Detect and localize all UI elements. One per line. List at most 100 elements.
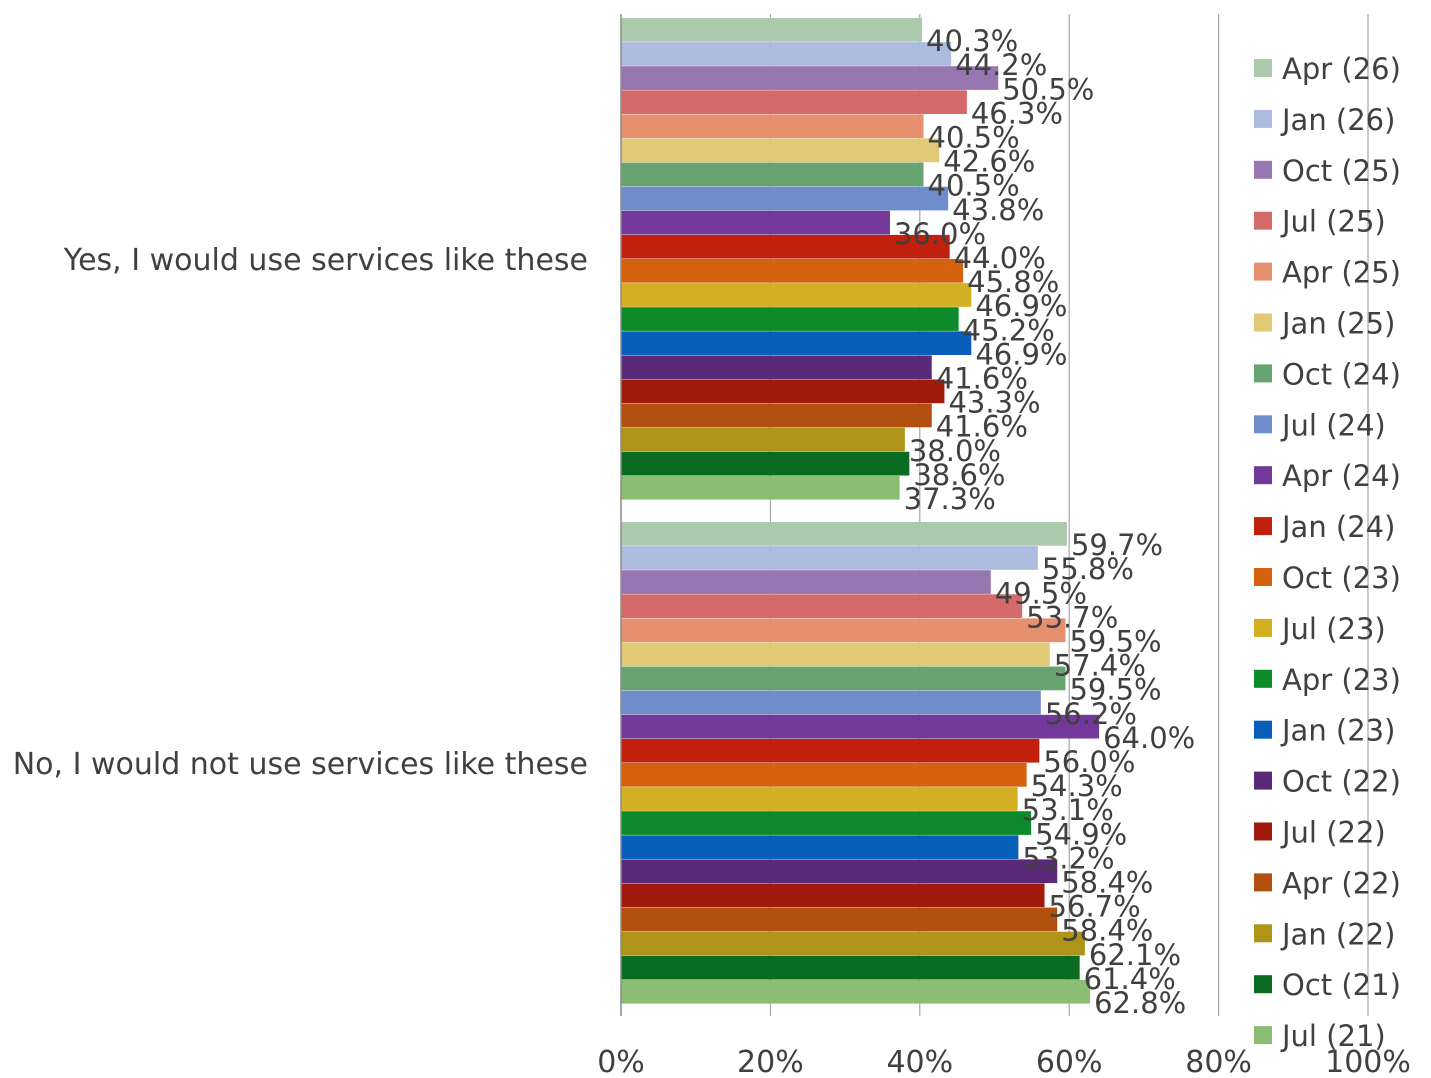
bar-no-8 bbox=[621, 714, 1100, 739]
data-label-no-0: 59.7% bbox=[1071, 528, 1163, 562]
legend-label-17: Jan (22) bbox=[1280, 917, 1395, 951]
bar-yes-16 bbox=[621, 403, 932, 428]
bar-no-5 bbox=[621, 642, 1050, 667]
x-tick-label-40: 40% bbox=[886, 1045, 953, 1078]
data-label-no-17: 62.1% bbox=[1089, 938, 1181, 972]
bar-yes-10 bbox=[621, 259, 964, 283]
bar-yes-18 bbox=[621, 451, 910, 476]
bar-yes-12 bbox=[621, 307, 959, 331]
data-label-yes-13: 46.9% bbox=[975, 337, 1067, 371]
bar-yes-3 bbox=[621, 90, 967, 114]
legend-swatch-3 bbox=[1254, 211, 1272, 230]
bar-yes-0 bbox=[621, 18, 923, 42]
legend-label-18: Oct (21) bbox=[1282, 968, 1401, 1002]
bar-no-13 bbox=[621, 835, 1019, 859]
category-label-1: No, I would not use services like these bbox=[13, 747, 588, 782]
legend-label-4: Apr (25) bbox=[1282, 256, 1401, 290]
x-tick-label-100: 100% bbox=[1325, 1045, 1411, 1078]
bar-yes-13 bbox=[621, 331, 972, 355]
legend-swatch-18 bbox=[1254, 975, 1272, 994]
bar-no-17 bbox=[621, 931, 1085, 956]
legend-label-10: Oct (23) bbox=[1282, 561, 1401, 595]
data-label-yes-16: 41.6% bbox=[936, 410, 1028, 444]
data-label-no-4: 59.5% bbox=[1069, 625, 1161, 659]
legend-swatch-17 bbox=[1254, 924, 1272, 943]
bar-yes-19 bbox=[621, 475, 900, 500]
legend-swatch-0 bbox=[1254, 59, 1272, 77]
legend-swatch-13 bbox=[1254, 720, 1272, 739]
data-label-no-15: 56.7% bbox=[1049, 890, 1141, 924]
legend-swatch-19 bbox=[1254, 1026, 1272, 1045]
bar-no-2 bbox=[621, 570, 991, 594]
x-tick-label-20: 20% bbox=[737, 1045, 804, 1078]
legend-label-0: Apr (26) bbox=[1282, 52, 1401, 86]
legend-swatch-9 bbox=[1254, 517, 1272, 536]
legend-label-8: Apr (24) bbox=[1282, 459, 1401, 493]
bar-yes-15 bbox=[621, 379, 945, 404]
bar-no-1 bbox=[621, 546, 1038, 570]
legend-label-15: Jul (22) bbox=[1280, 816, 1386, 850]
data-label-no-12: 54.9% bbox=[1035, 817, 1127, 851]
data-label-no-3: 53.7% bbox=[1026, 600, 1118, 634]
bar-yes-5 bbox=[621, 138, 940, 163]
x-tick-label-0: 0% bbox=[597, 1045, 645, 1078]
data-label-no-9: 56.0% bbox=[1043, 745, 1135, 779]
data-label-yes-0: 40.3% bbox=[926, 24, 1018, 58]
data-label-yes-10: 45.8% bbox=[967, 265, 1059, 299]
legend-label-11: Jul (23) bbox=[1280, 612, 1386, 646]
bar-yes-9 bbox=[621, 234, 950, 259]
bar-no-14 bbox=[621, 859, 1058, 884]
x-tick-label-80: 80% bbox=[1185, 1045, 1252, 1078]
bar-no-9 bbox=[621, 738, 1040, 763]
data-label-no-16: 58.4% bbox=[1061, 914, 1153, 948]
legend-label-3: Jul (25) bbox=[1280, 205, 1386, 239]
data-label-no-6: 59.5% bbox=[1069, 673, 1161, 707]
legend-label-5: Jan (25) bbox=[1280, 307, 1395, 341]
legend-label-13: Jan (23) bbox=[1280, 714, 1395, 748]
bar-no-18 bbox=[621, 955, 1080, 980]
data-label-yes-8: 36.0% bbox=[894, 217, 986, 251]
legend-swatch-12 bbox=[1254, 669, 1272, 688]
data-label-yes-4: 40.5% bbox=[928, 121, 1020, 155]
bar-no-11 bbox=[621, 787, 1018, 811]
bar-no-15 bbox=[621, 883, 1045, 908]
data-label-yes-14: 41.6% bbox=[936, 362, 1028, 396]
data-label-yes-2: 50.5% bbox=[1002, 72, 1094, 106]
data-label-no-18: 61.4% bbox=[1084, 962, 1176, 996]
bar-yes-17 bbox=[621, 427, 905, 452]
legend-swatch-10 bbox=[1254, 568, 1272, 586]
bar-no-7 bbox=[621, 690, 1041, 715]
data-label-no-10: 54.3% bbox=[1031, 769, 1123, 803]
data-label-yes-19: 37.3% bbox=[904, 482, 996, 516]
legend-swatch-2 bbox=[1254, 160, 1272, 179]
bar-no-10 bbox=[621, 763, 1027, 787]
x-tick-label-60: 60% bbox=[1036, 1045, 1103, 1078]
bar-no-6 bbox=[621, 666, 1066, 691]
data-label-no-8: 64.0% bbox=[1103, 721, 1195, 755]
legend-swatch-1 bbox=[1254, 109, 1272, 128]
legend-swatch-15 bbox=[1254, 822, 1272, 841]
legend-label-16: Apr (22) bbox=[1282, 866, 1401, 900]
data-label-yes-18: 38.6% bbox=[913, 458, 1005, 492]
data-label-yes-1: 44.2% bbox=[955, 48, 1047, 82]
data-label-yes-11: 46.9% bbox=[975, 289, 1067, 323]
category-label-0: Yes, I would use services like these bbox=[63, 243, 588, 278]
bar-yes-8 bbox=[621, 210, 890, 235]
bar-no-4 bbox=[621, 618, 1066, 643]
legend-swatch-7 bbox=[1254, 415, 1272, 434]
bar-yes-4 bbox=[621, 114, 924, 139]
legend-label-7: Jul (24) bbox=[1280, 408, 1386, 442]
bar-no-0 bbox=[621, 522, 1067, 546]
legend-swatch-8 bbox=[1254, 466, 1272, 485]
bar-no-19 bbox=[621, 979, 1091, 1004]
bar-yes-1 bbox=[621, 42, 952, 66]
bar-yes-7 bbox=[621, 186, 949, 211]
data-label-yes-7: 43.8% bbox=[952, 193, 1044, 227]
bar-yes-2 bbox=[621, 66, 999, 90]
bar-yes-14 bbox=[621, 355, 932, 380]
legend-swatch-16 bbox=[1254, 873, 1272, 892]
data-label-yes-6: 40.5% bbox=[928, 169, 1020, 203]
legend-label-14: Oct (22) bbox=[1282, 765, 1401, 799]
data-label-yes-15: 43.3% bbox=[948, 386, 1040, 420]
